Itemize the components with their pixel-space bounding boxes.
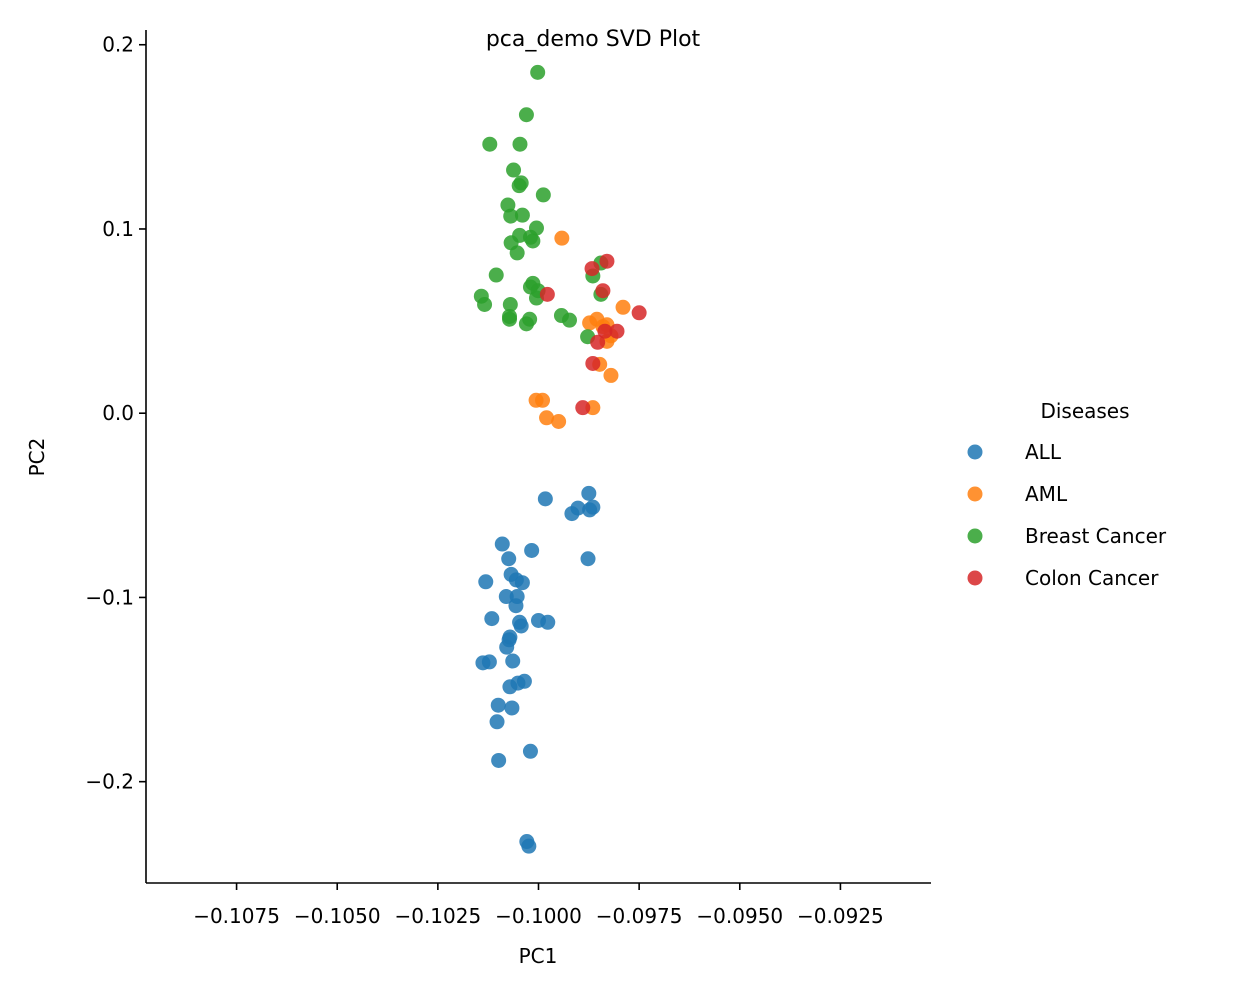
data-point xyxy=(561,312,577,328)
legend-marker xyxy=(967,486,983,502)
data-point xyxy=(554,230,570,246)
data-point xyxy=(491,752,507,768)
data-point xyxy=(481,654,497,670)
data-point xyxy=(489,714,505,730)
data-point xyxy=(501,551,517,567)
data-point xyxy=(597,323,613,339)
data-point xyxy=(477,297,493,313)
data-point xyxy=(482,136,498,152)
data-point xyxy=(631,305,647,321)
data-point xyxy=(584,261,600,277)
data-point xyxy=(502,297,518,313)
data-point xyxy=(595,283,611,299)
legend-entry-label: Breast Cancer xyxy=(1025,524,1167,548)
data-point xyxy=(516,673,532,689)
legend-marker xyxy=(967,444,983,460)
legend-marker xyxy=(967,528,983,544)
data-point xyxy=(525,233,541,249)
y-tick-label: 0.2 xyxy=(102,33,134,57)
data-point xyxy=(511,178,527,194)
x-tick-label: −0.1000 xyxy=(495,904,582,928)
data-point xyxy=(609,323,625,339)
x-axis-label: PC1 xyxy=(519,944,558,968)
y-tick-label: −0.2 xyxy=(85,770,134,794)
data-point xyxy=(539,410,555,426)
x-tick-label: −0.0950 xyxy=(696,904,783,928)
data-point xyxy=(499,639,515,655)
x-tick-label: −0.1075 xyxy=(193,904,280,928)
y-tick-label: 0.1 xyxy=(102,217,134,241)
data-point xyxy=(478,574,494,590)
data-point xyxy=(502,311,518,327)
x-tick-label: −0.0975 xyxy=(596,904,683,928)
data-point xyxy=(521,838,537,854)
data-point xyxy=(524,542,540,558)
data-point xyxy=(615,299,631,315)
legend-entry-label: Colon Cancer xyxy=(1025,566,1159,590)
data-point xyxy=(518,316,534,332)
axes: −0.1075 −0.1050 −0.1025 −0.1000 −0.0975 −0.09… xyxy=(85,30,931,928)
data-point xyxy=(484,611,500,627)
plot-area xyxy=(473,64,647,854)
data-point xyxy=(535,187,551,203)
data-point xyxy=(540,614,556,630)
legend-title: Diseases xyxy=(1040,399,1129,423)
data-point xyxy=(506,162,522,178)
x-tick-label: −0.1050 xyxy=(294,904,381,928)
data-point xyxy=(498,589,514,605)
y-tick-label: −0.1 xyxy=(85,585,134,609)
data-point xyxy=(514,207,530,223)
legend-entry-label: ALL xyxy=(1025,440,1062,464)
data-point xyxy=(585,499,601,515)
legend-marker xyxy=(967,570,983,586)
legend: Diseases ALL AML Breast Cancer Colon Cancer xyxy=(967,399,1167,590)
data-point xyxy=(512,136,528,152)
y-axis-label: PC2 xyxy=(25,438,49,477)
y-tick-label: 0.0 xyxy=(102,401,134,425)
data-point xyxy=(505,653,521,669)
chart-title: pca_demo SVD Plot xyxy=(486,27,701,52)
x-tick-label: −0.0925 xyxy=(797,904,884,928)
data-point xyxy=(537,491,553,507)
data-point xyxy=(580,551,596,567)
data-point xyxy=(514,575,530,591)
data-point xyxy=(585,355,601,371)
legend-entry-label: AML xyxy=(1025,482,1068,506)
data-point xyxy=(603,367,619,383)
data-point xyxy=(504,700,520,716)
data-point xyxy=(539,286,555,302)
data-point xyxy=(509,245,525,261)
data-point xyxy=(599,253,615,269)
data-point xyxy=(490,697,506,713)
data-point xyxy=(513,618,529,634)
data-point xyxy=(488,267,504,283)
data-point xyxy=(570,500,586,516)
data-point xyxy=(581,485,597,501)
data-point xyxy=(508,598,524,614)
data-point xyxy=(518,107,534,123)
data-point xyxy=(590,334,606,350)
data-point xyxy=(522,743,538,759)
data-point xyxy=(575,400,591,416)
data-point xyxy=(494,536,510,552)
data-point xyxy=(535,392,551,408)
x-tick-label: −0.1025 xyxy=(394,904,481,928)
data-point xyxy=(503,208,519,224)
data-point xyxy=(530,64,546,80)
data-point xyxy=(551,413,567,429)
